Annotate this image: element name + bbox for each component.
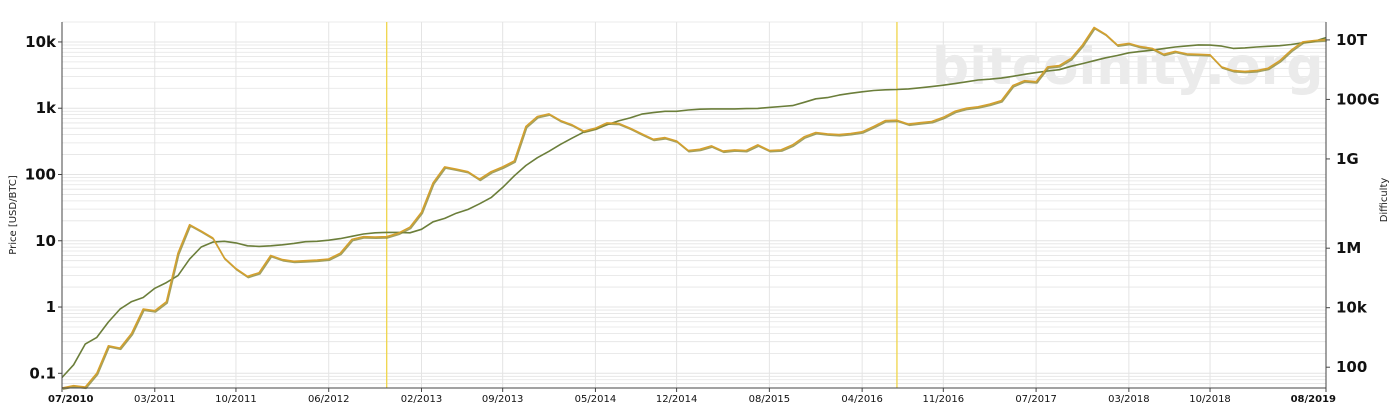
axes-layer (61, 22, 1327, 389)
x-tick-label: 06/2012 (308, 394, 350, 405)
x-tick-label: 07/2010 (48, 394, 93, 405)
y-tick-label-left: 10k (25, 33, 57, 51)
y-tick-label-right: 100 (1336, 358, 1367, 376)
halving-markers (386, 22, 898, 388)
y-tick-label-left: 0.1 (29, 364, 56, 382)
price-series-line (61, 26, 1327, 389)
difficulty-series-line (61, 36, 1327, 379)
right-y-ticks: 10T 100G 1G 1M 10k 100 (1326, 31, 1380, 376)
y-tick-label-left: 100 (25, 165, 56, 183)
y-axis-label-right: Difficulty (1379, 178, 1390, 223)
x-tick-label: 09/2013 (482, 394, 524, 405)
left-y-ticks: 10k 1k 100 10 1 0.1 (25, 33, 62, 382)
x-tick-label: 10/2011 (215, 394, 257, 405)
y-tick-label-right: 10T (1336, 31, 1368, 49)
y-tick-label-left: 10 (35, 232, 56, 250)
x-tick-label: 03/2018 (1108, 394, 1150, 405)
y-axis-label-left: Price [USD/BTC] (8, 175, 19, 255)
x-tick-label: 05/2014 (575, 394, 617, 405)
x-tick-label: 10/2018 (1189, 394, 1231, 405)
y-tick-label-right: 1M (1336, 239, 1361, 257)
series-layer (61, 26, 1327, 390)
x-tick-label: 02/2013 (401, 394, 443, 405)
x-ticks: 07/2010 03/2011 10/2011 06/2012 02/2013 09/20… (48, 388, 1336, 405)
x-tick-label: 08/2019 (1291, 394, 1336, 405)
grid-layer (61, 21, 1327, 389)
x-tick-label: 11/2016 (923, 394, 965, 405)
y-tick-label-right: 10k (1336, 299, 1368, 317)
x-tick-label: 12/2014 (656, 394, 698, 405)
x-tick-label: 08/2015 (749, 394, 791, 405)
x-tick-label: 03/2011 (134, 394, 176, 405)
y-tick-label-right: 1G (1336, 150, 1359, 168)
x-tick-label: 04/2016 (841, 394, 883, 405)
x-tick-label: 07/2017 (1015, 394, 1057, 405)
y-tick-label-left: 1k (36, 99, 57, 117)
y-tick-label-right: 100G (1336, 90, 1380, 108)
y-tick-label-left: 1 (46, 298, 56, 316)
